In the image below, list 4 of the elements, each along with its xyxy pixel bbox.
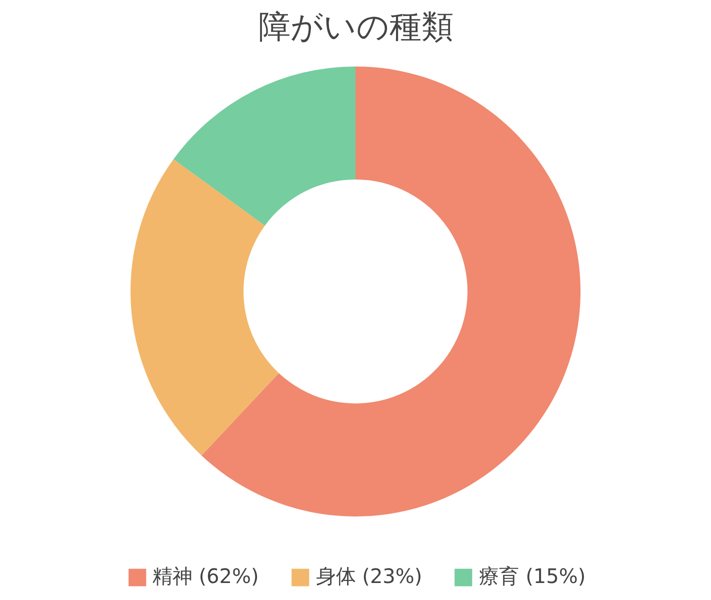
chart-title: 障がいの種類 (258, 8, 454, 46)
legend-label: 療育 (15%) (479, 563, 586, 590)
legend-label: 精神 (62%) (152, 563, 259, 590)
legend-label: 身体 (23%) (316, 563, 422, 590)
